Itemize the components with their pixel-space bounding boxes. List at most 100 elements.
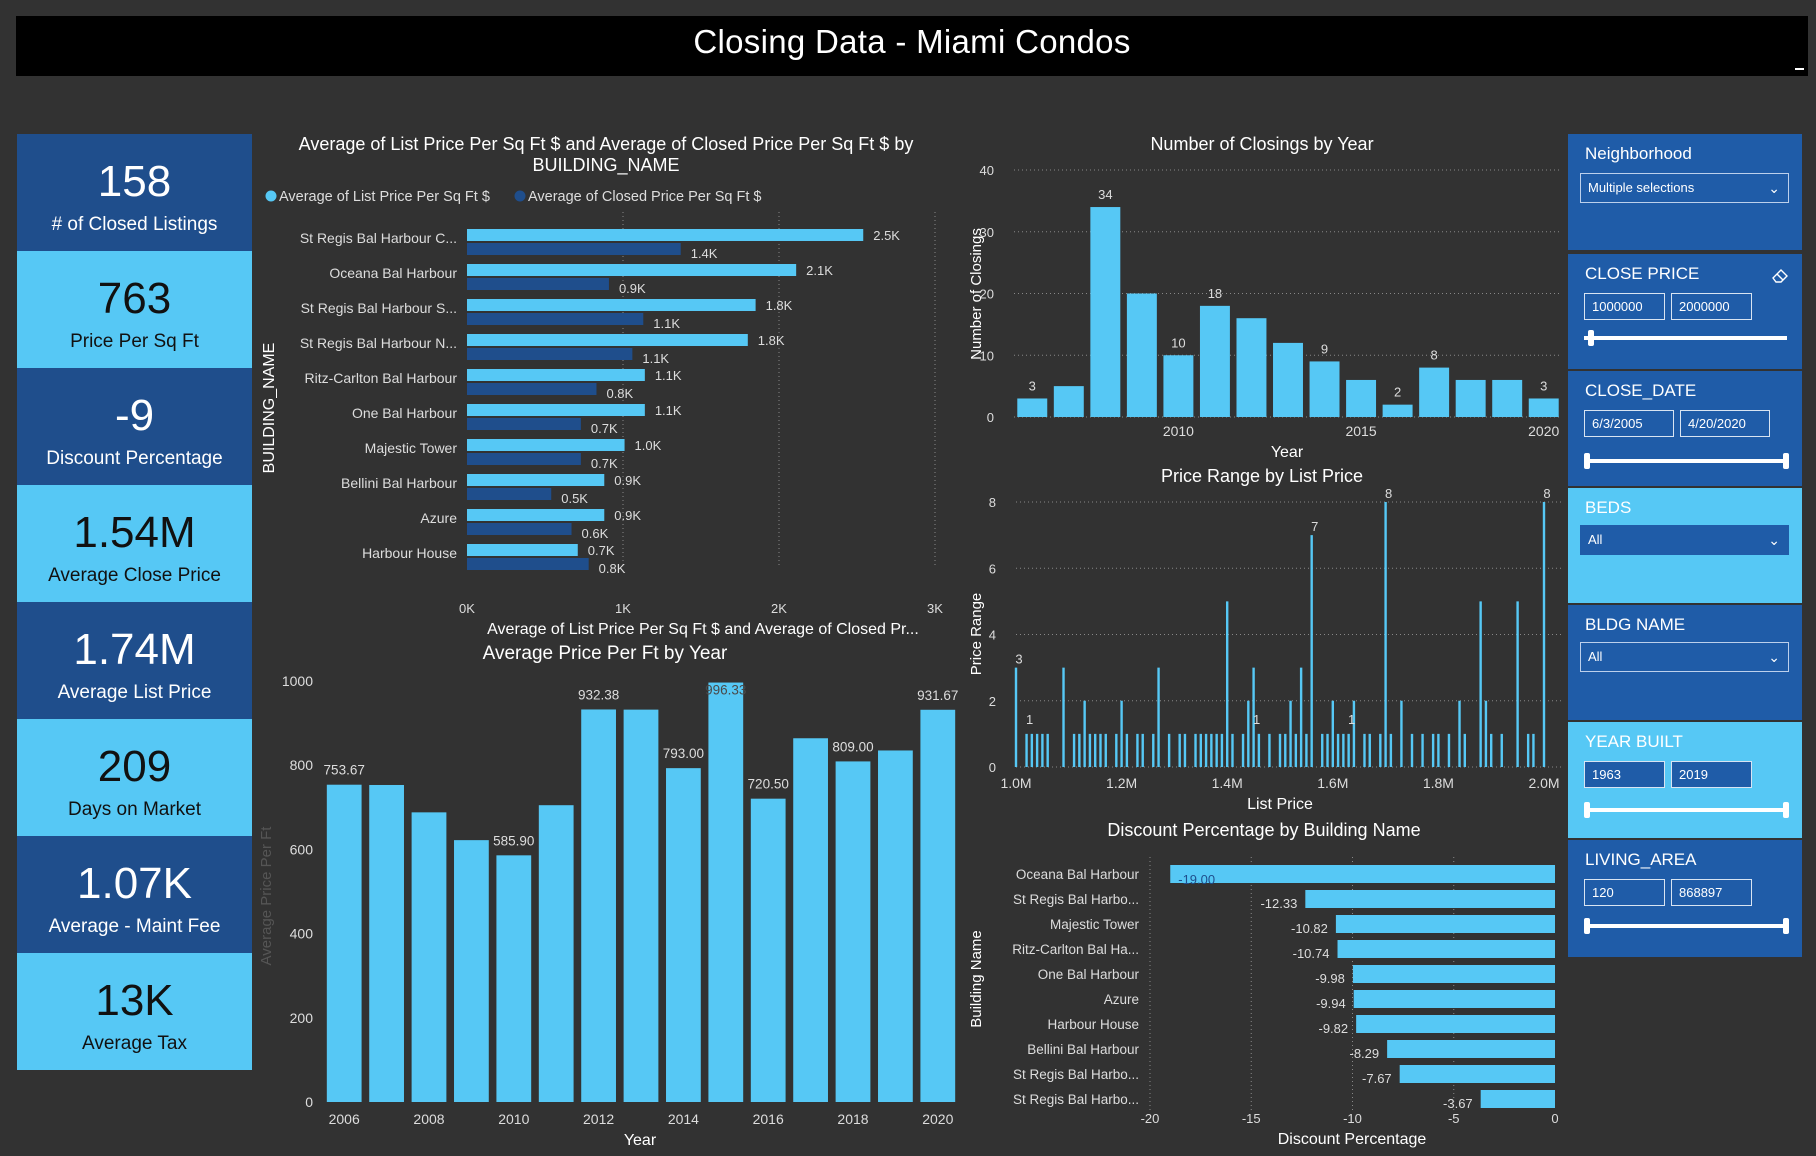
year-built-max-input[interactable]: 2019 xyxy=(1671,761,1752,788)
data-label: 7 xyxy=(1311,519,1318,534)
bar xyxy=(467,523,572,535)
bar xyxy=(411,812,447,1102)
close-price-slider-track[interactable] xyxy=(1584,336,1787,340)
minimize-icon[interactable] xyxy=(1795,68,1804,70)
bar xyxy=(1310,535,1313,767)
bar xyxy=(467,509,605,521)
bar xyxy=(1199,733,1202,767)
kpi-value: 1.74M xyxy=(73,625,196,674)
x-tick-label: -10 xyxy=(1343,1111,1362,1126)
kpi-card-days-on-market: 209 Days on Market xyxy=(17,719,252,836)
bar xyxy=(1257,733,1261,767)
x-tick-label: 2008 xyxy=(413,1111,444,1127)
bar xyxy=(467,404,645,416)
bldg-name-dropdown[interactable]: All ⌄ xyxy=(1580,642,1789,672)
slicer-title: Neighborhood xyxy=(1585,144,1692,163)
data-label: 3 xyxy=(1015,652,1022,667)
year-built-slider-track[interactable] xyxy=(1584,808,1787,812)
close-date-start-input[interactable]: 6/3/2005 xyxy=(1584,410,1674,437)
y-tick-label: One Bal Harbour xyxy=(352,405,457,421)
bar xyxy=(1178,733,1181,767)
list-vs-closed-ppsf-chart[interactable]: Average of List Price Per Sq Ft $ and Av… xyxy=(255,128,965,638)
kpi-card-price-per-sqft: 763 Price Per Sq Ft xyxy=(17,251,252,368)
y-tick-label: 800 xyxy=(290,757,314,773)
kpi-card-avg-close-price: 1.54M Average Close Price xyxy=(17,485,252,602)
close-date-slider-start-handle[interactable] xyxy=(1584,453,1590,469)
closings-by-year-chart[interactable]: Number of Closings by Year 0 10 20 30 40 3 34 10… xyxy=(962,128,1566,463)
bar xyxy=(467,264,797,276)
year-built-slider-end-handle[interactable] xyxy=(1783,802,1789,818)
close-date-slider-end-handle[interactable] xyxy=(1783,453,1789,469)
bar xyxy=(1368,733,1371,767)
bar xyxy=(1484,700,1488,767)
beds-dropdown[interactable]: All ⌄ xyxy=(1580,525,1789,555)
bar xyxy=(1480,1090,1555,1108)
chevron-down-icon: ⌄ xyxy=(1768,180,1780,196)
year-built-slider-start-handle[interactable] xyxy=(1584,802,1590,818)
x-tick-label: 2.0M xyxy=(1528,775,1559,791)
data-label: 1.1K xyxy=(642,351,669,366)
bar xyxy=(1526,733,1530,767)
living-area-min-input[interactable]: 120 xyxy=(1584,879,1665,906)
bar xyxy=(467,418,581,430)
close-price-slider-handle[interactable] xyxy=(1588,330,1594,346)
bar xyxy=(467,348,633,360)
bar xyxy=(750,798,786,1102)
slicer-title: YEAR BUILT xyxy=(1585,732,1683,751)
kpi-label: Price Per Sq Ft xyxy=(70,331,199,352)
slicer-close-date: CLOSE_DATE 6/3/2005 4/20/2020 xyxy=(1568,371,1802,486)
close-date-end-input[interactable]: 4/20/2020 xyxy=(1680,410,1770,437)
bar xyxy=(1321,733,1324,767)
bar xyxy=(1410,733,1414,767)
bar xyxy=(1163,355,1194,417)
y-axis-label: Number of Closings xyxy=(968,228,985,360)
price-range-chart[interactable]: Price Range by List Price 0 2 4 6 8 3 1 7 8 8 1 1 1.0… xyxy=(962,462,1566,817)
bar xyxy=(1104,733,1107,767)
x-tick-label: 2020 xyxy=(922,1111,953,1127)
y-tick-label: Azure xyxy=(420,510,457,526)
x-axis-label: Average of List Price Per Sq Ft $ and Av… xyxy=(487,621,919,638)
bar xyxy=(538,805,574,1102)
bar xyxy=(1025,733,1028,767)
bar xyxy=(467,313,644,325)
close-date-slider-track[interactable] xyxy=(1584,459,1787,463)
bar xyxy=(467,383,597,395)
bar xyxy=(1353,990,1555,1008)
living-area-slider-end-handle[interactable] xyxy=(1783,918,1789,934)
chart-title: Average Price Per Ft by Year xyxy=(483,643,728,664)
year-built-min-input[interactable]: 1963 xyxy=(1584,761,1665,788)
data-label: -3.67 xyxy=(1443,1096,1473,1111)
living-area-max-input[interactable]: 868897 xyxy=(1671,879,1752,906)
bar xyxy=(1431,733,1435,767)
bar xyxy=(1014,667,1018,767)
living-area-slider-start-handle[interactable] xyxy=(1584,918,1590,934)
y-tick-label: Majestic Tower xyxy=(365,440,458,456)
data-label: -9.94 xyxy=(1316,996,1346,1011)
close-price-min-input[interactable]: 1000000 xyxy=(1584,293,1665,320)
bar xyxy=(467,558,589,570)
living-area-slider-track[interactable] xyxy=(1584,924,1787,928)
y-tick-label: St Regis Bal Harbo... xyxy=(1013,892,1139,907)
x-tick-label: 2K xyxy=(771,601,787,616)
data-label: 8 xyxy=(1385,486,1392,501)
data-label: -10.74 xyxy=(1293,946,1330,961)
close-price-max-input[interactable]: 2000000 xyxy=(1671,293,1752,320)
neighborhood-dropdown[interactable]: Multiple selections ⌄ xyxy=(1580,173,1789,203)
bar xyxy=(1231,733,1234,767)
bar xyxy=(1421,733,1424,767)
y-tick-label: 400 xyxy=(290,926,314,942)
y-tick-label: Harbour House xyxy=(1047,1017,1139,1032)
bar xyxy=(1226,601,1229,767)
discount-by-building-chart[interactable]: Discount Percentage by Building Name Ocea… xyxy=(962,815,1566,1156)
eraser-icon[interactable] xyxy=(1770,266,1790,284)
data-label: -12.33 xyxy=(1260,896,1297,911)
avg-price-per-ft-chart[interactable]: Average Price Per Ft by Year 0 200 400 600 80… xyxy=(255,638,965,1156)
slicer-title: BLDG NAME xyxy=(1585,615,1686,634)
bar xyxy=(1125,733,1129,767)
slicer-title: CLOSE_DATE xyxy=(1585,381,1697,400)
bar xyxy=(1268,733,1271,767)
data-label: 0.7K xyxy=(588,543,615,558)
bar xyxy=(467,299,756,311)
y-tick-label: 1000 xyxy=(282,673,313,689)
bar xyxy=(496,855,532,1102)
